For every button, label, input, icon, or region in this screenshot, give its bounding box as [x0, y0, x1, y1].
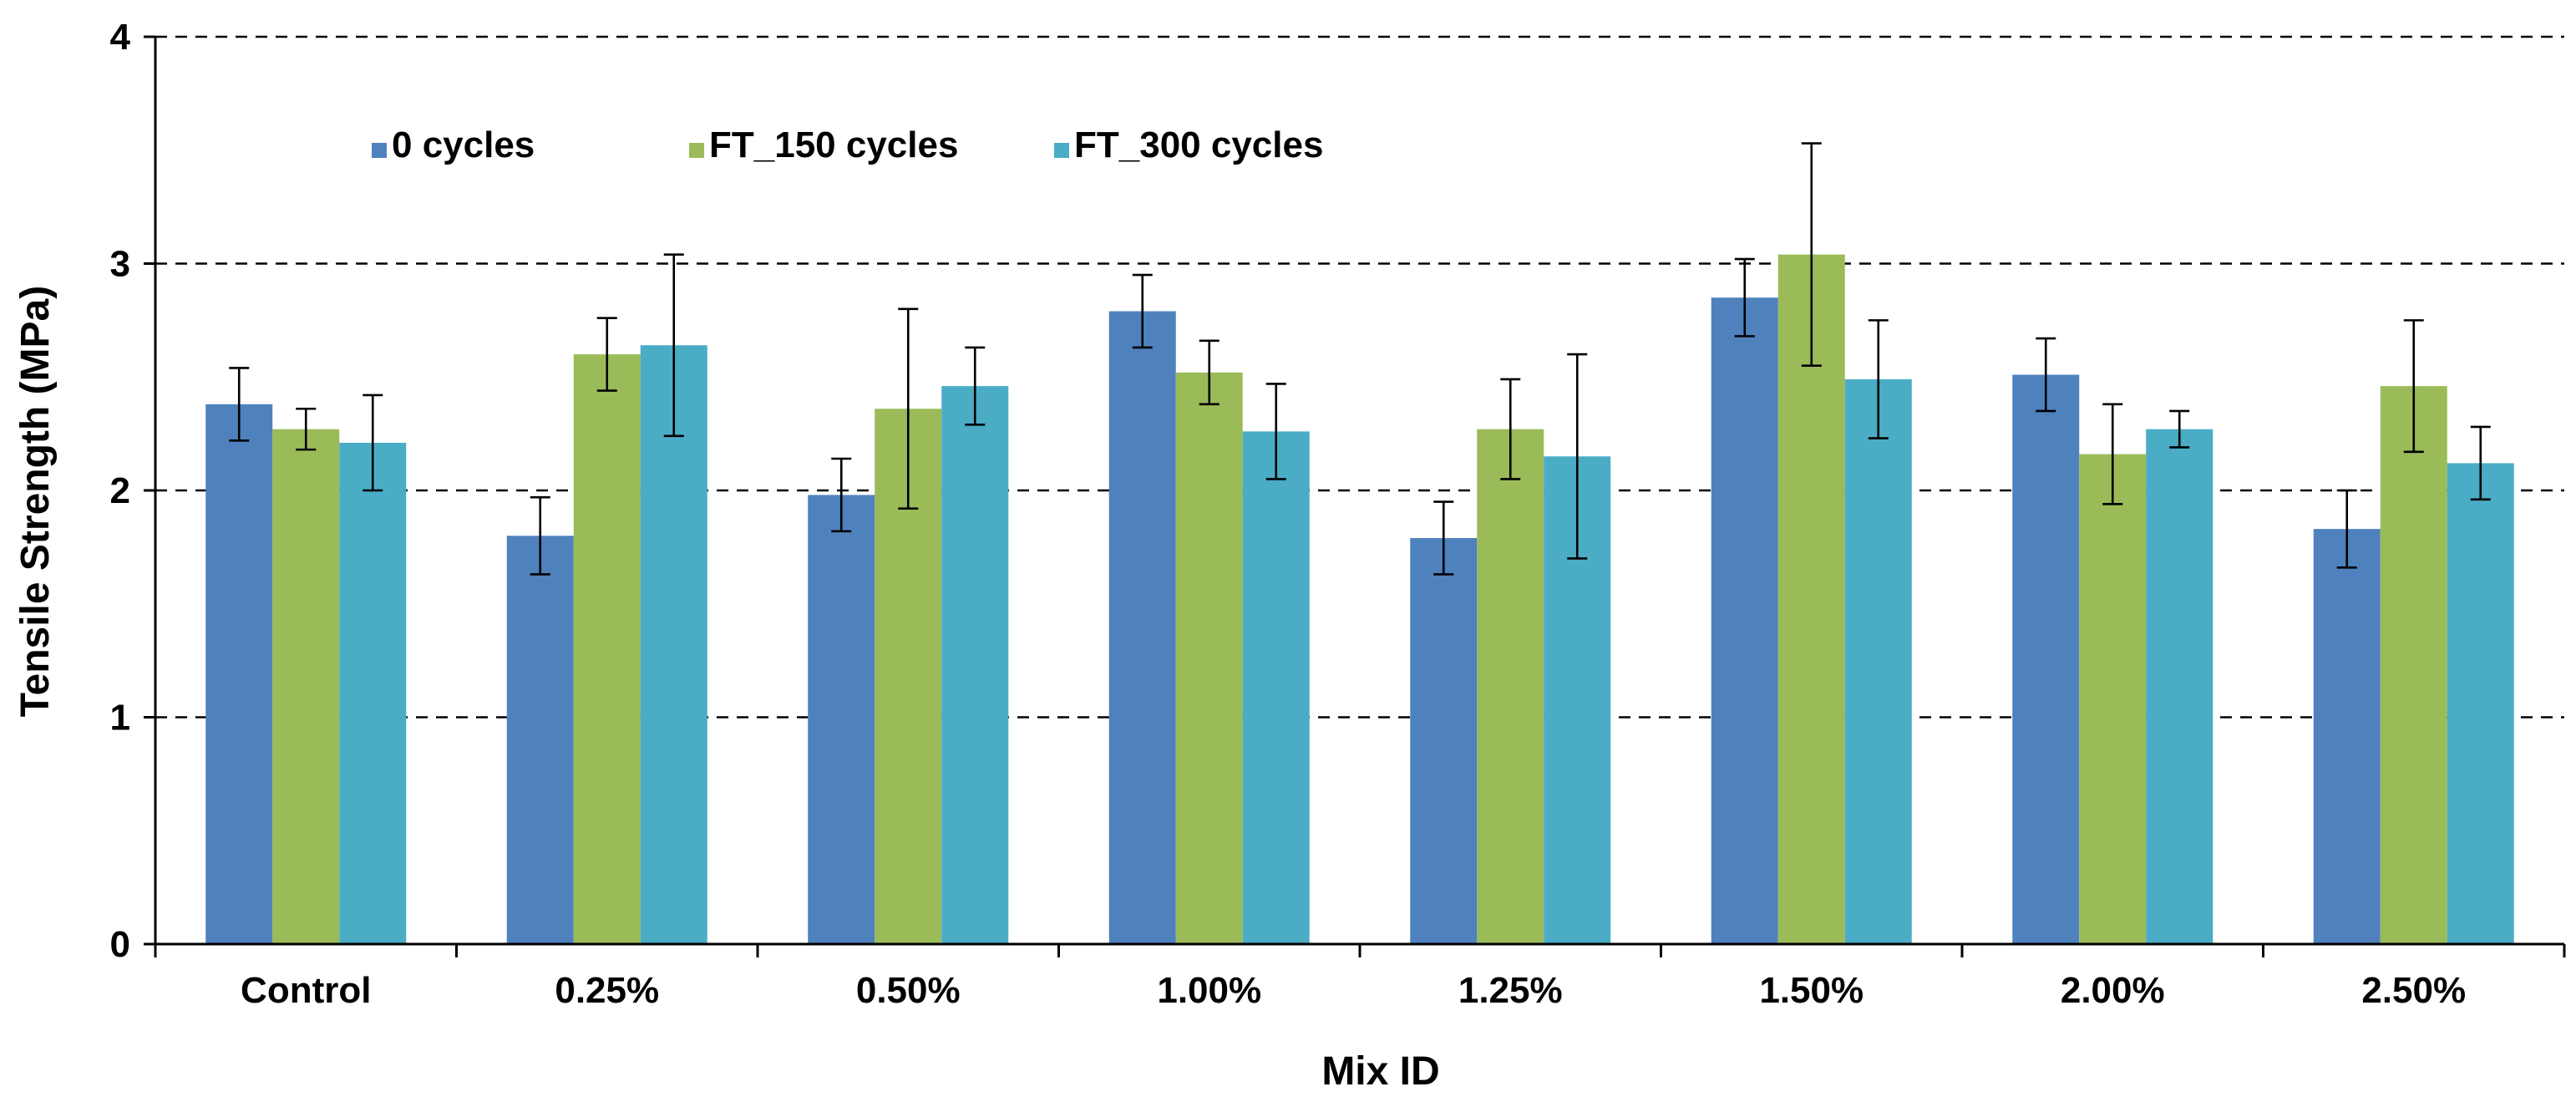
x-tick-label: Control	[241, 970, 371, 1011]
legend-swatch	[689, 143, 704, 158]
legend-label: FT_150 cycles	[709, 124, 958, 165]
x-tick-label: 1.25%	[1458, 970, 1563, 1011]
x-axis-title: Mix ID	[1321, 1049, 1439, 1094]
bar	[2012, 374, 2080, 944]
bar	[640, 345, 707, 944]
y-tick-label: 3	[110, 244, 130, 285]
bar	[2146, 429, 2213, 944]
y-axis-title: Tensile Strength (MPa)	[13, 286, 58, 718]
x-tick-label: 2.00%	[2061, 970, 2165, 1011]
x-tick-label: 0.50%	[856, 970, 961, 1011]
tick-labels: 0 1 2 3 4 Control 0.25% 0.50% 1.00% 1.25% 1.50% 2.0…	[110, 17, 2467, 1011]
y-tick-label: 1	[110, 698, 130, 739]
x-tick-label: 1.50%	[1759, 970, 1864, 1011]
bar	[573, 354, 641, 945]
bar	[2079, 454, 2147, 944]
y-tick-label: 2	[110, 470, 130, 511]
bars	[205, 254, 2514, 945]
bar	[1844, 378, 1912, 945]
bar	[1711, 297, 1778, 945]
bar	[339, 442, 407, 944]
y-tick-label: 4	[110, 17, 131, 58]
bar	[1242, 431, 1310, 944]
x-tick-label: 2.50%	[2361, 970, 2466, 1011]
legend: 0 cycles FT_150 cycles FT_300 cycles	[372, 124, 1323, 165]
bar	[1175, 372, 1243, 944]
bar	[2447, 463, 2514, 944]
axes	[144, 35, 2566, 957]
bar	[506, 536, 574, 944]
bar	[272, 429, 340, 944]
bar	[808, 495, 875, 944]
bar	[2380, 386, 2447, 944]
y-tick-label: 0	[110, 924, 130, 965]
legend-swatch	[372, 143, 387, 158]
bar	[1410, 538, 1478, 944]
error-bars	[229, 142, 2491, 576]
legend-label: FT_300 cycles	[1074, 124, 1323, 165]
bar	[941, 386, 1009, 944]
x-tick-label: 1.00%	[1157, 970, 1261, 1011]
legend-label: 0 cycles	[392, 124, 535, 165]
bar	[2313, 529, 2381, 944]
bar	[1108, 311, 1176, 944]
bar	[1777, 254, 1845, 944]
bar	[205, 404, 273, 945]
legend-swatch	[1054, 143, 1069, 158]
x-tick-label: 0.25%	[555, 970, 659, 1011]
bar	[1477, 429, 1544, 944]
